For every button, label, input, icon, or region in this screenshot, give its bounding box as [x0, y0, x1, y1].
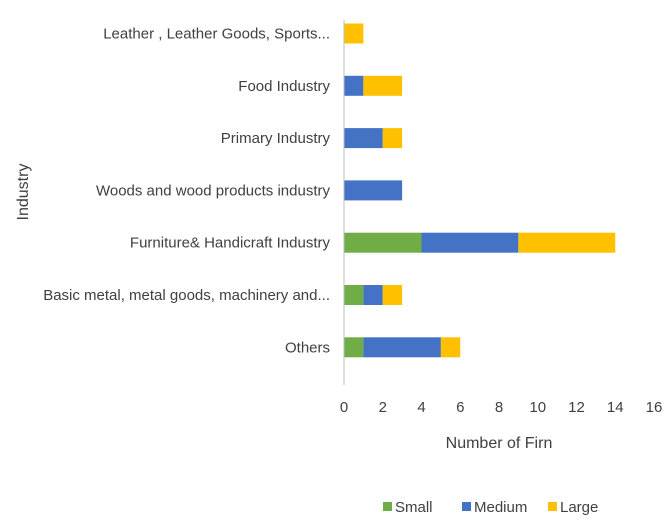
bar-segment-large: [363, 75, 403, 96]
category-label: Primary Industry: [221, 130, 331, 147]
category-label: Others: [285, 339, 330, 356]
category-label: Food Industry: [238, 78, 330, 95]
x-tick-labels: 0 2 4 6 8 10 12 14 16: [340, 399, 663, 416]
bar-segment-medium: [344, 128, 383, 149]
bar-segment-large: [518, 232, 616, 253]
x-tick-label: 10: [529, 399, 546, 416]
bar-segment-medium: [363, 337, 441, 358]
legend-label-medium: Medium: [474, 499, 527, 516]
bar-segment-large: [382, 128, 403, 149]
bar-segment-large: [344, 23, 364, 44]
bar-segment-medium: [344, 180, 403, 201]
legend: Small Medium Large: [383, 499, 598, 516]
x-tick-label: 2: [379, 399, 387, 416]
bar-segment-small: [344, 285, 364, 305]
bar-segment-large: [440, 337, 461, 358]
x-tick-label: 14: [607, 399, 624, 416]
bar-segment-medium: [344, 75, 364, 96]
legend-label-large: Large: [560, 499, 598, 516]
x-tick-label: 6: [456, 399, 464, 416]
category-label: Woods and wood products industry: [96, 182, 331, 199]
legend-label-small: Small: [395, 499, 433, 516]
bar-segment-medium: [421, 232, 519, 253]
legend-swatch-large: [548, 502, 557, 511]
bar-segment-small: [344, 232, 422, 253]
category-label: Furniture& Handicraft Industry: [130, 235, 331, 252]
x-tick-label: 8: [495, 399, 503, 416]
x-tick-label: 12: [568, 399, 585, 416]
x-tick-label: 16: [646, 399, 663, 416]
category-label: Basic metal, metal goods, machinery and.…: [43, 287, 330, 304]
bar-segment-small: [344, 337, 364, 358]
x-tick-label: 0: [340, 399, 348, 416]
bar-segment-large: [382, 285, 403, 305]
legend-swatch-small: [383, 502, 392, 511]
category-label: Leather , Leather Goods, Sports...: [103, 26, 330, 43]
x-tick-label: 4: [417, 399, 425, 416]
x-axis-title: Number of Firn: [446, 435, 553, 452]
bars-group: [344, 23, 616, 358]
y-axis-title: Industry: [15, 164, 32, 221]
category-labels: Leather , Leather Goods, Sports... Food I…: [43, 26, 330, 357]
legend-swatch-medium: [462, 502, 471, 511]
bar-segment-medium: [363, 285, 383, 305]
